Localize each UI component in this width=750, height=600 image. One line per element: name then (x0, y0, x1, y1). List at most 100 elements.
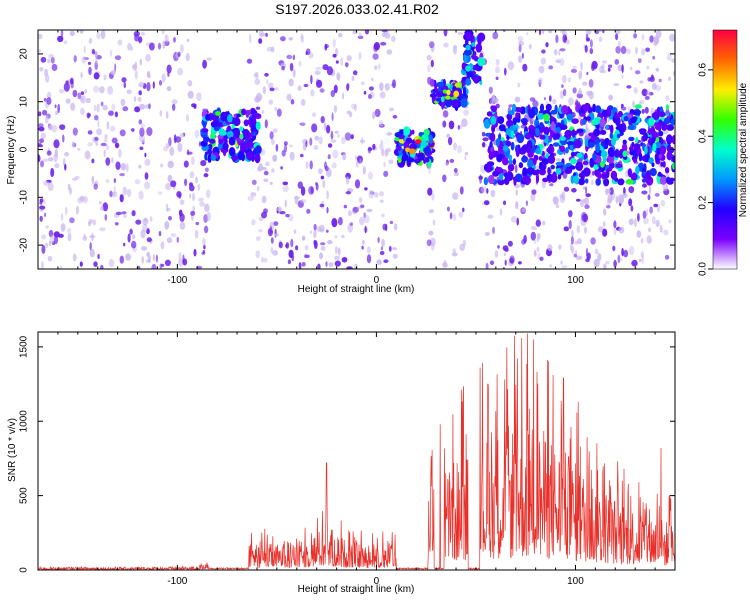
spectrogram-speckle (428, 40, 435, 48)
spectrogram-blob (246, 151, 254, 161)
spectrogram-blob (527, 159, 534, 169)
spectrogram-speckle (568, 210, 573, 218)
spectrogram-speckle (132, 234, 136, 240)
spectrogram-blob (599, 118, 606, 128)
spectrogram-speckle (605, 188, 611, 194)
x-tick-label: 0 (374, 576, 380, 587)
spectrogram-speckle (463, 109, 469, 116)
spectrogram-speckle (38, 126, 45, 132)
spectrogram-speckle (67, 232, 72, 242)
spectrogram-speckle (333, 84, 338, 94)
spectrogram-speckle (138, 81, 145, 88)
spectrogram-speckle (613, 220, 617, 229)
spectrogram-speckle (151, 263, 157, 269)
spectrogram-speckle (443, 42, 449, 48)
spectrogram-speckle (103, 149, 106, 158)
spectrogram-speckle (93, 183, 98, 190)
spectrogram-speckle (152, 253, 156, 262)
spectrogram-speckle (165, 111, 169, 119)
spectrogram-speckle (51, 124, 58, 133)
colorbar-tick-label: 0.6 (698, 62, 709, 76)
spectrogram-speckle (79, 261, 83, 267)
spectrogram-blob (542, 177, 549, 183)
spectrogram-speckle (575, 250, 577, 254)
spectrogram-speckle (380, 246, 383, 250)
spectrogram-blob (432, 88, 437, 94)
spectrogram-speckle (646, 90, 651, 96)
spectrogram-blob (614, 150, 621, 158)
spectrogram-speckle (669, 33, 675, 42)
spectrogram-speckle (94, 51, 98, 58)
spectrogram-speckle (45, 225, 49, 229)
spectrogram-speckle (601, 60, 608, 64)
spectrogram-blob (397, 145, 401, 151)
spectrogram-speckle (139, 58, 142, 66)
spectrogram-speckle (652, 55, 656, 60)
spectrogram-speckle (631, 259, 638, 267)
spectrogram-speckle (446, 206, 450, 212)
spectrogram-speckle (358, 197, 363, 203)
spectrogram-blob (401, 153, 409, 162)
spectrogram-speckle (158, 231, 162, 237)
spectrogram-speckle (525, 200, 529, 206)
x-tick-label: 100 (567, 275, 584, 286)
spectrogram-speckle (57, 103, 60, 114)
spectrogram-speckle (584, 196, 589, 206)
spectrogram-blob (585, 178, 589, 184)
spectrogram-speckle (464, 151, 469, 156)
spectrogram-speckle (341, 235, 345, 238)
spectrogram-blob (497, 116, 505, 125)
spectrogram-speckle (170, 180, 177, 188)
spectrogram-speckle (630, 205, 634, 212)
spectrogram-speckle (293, 229, 297, 234)
spectrogram-speckle (461, 118, 468, 127)
spectrogram-speckle (113, 178, 117, 183)
spectrogram-speckle (483, 200, 490, 206)
spectrogram-speckle (260, 32, 267, 37)
spectrogram-speckle (68, 187, 73, 195)
spectrogram-speckle (672, 70, 675, 77)
spectrogram-speckle (601, 63, 605, 69)
spectrogram-speckle (82, 196, 88, 203)
spectrogram-blob (505, 128, 511, 136)
spectrogram-speckle (100, 142, 107, 147)
spectrogram-blob (583, 167, 591, 177)
spectrogram-speckle (386, 49, 393, 55)
spectrogram-speckle (254, 78, 261, 85)
spectrogram-blob (658, 154, 663, 159)
spectrogram-speckle (138, 190, 144, 200)
spectrogram-speckle (283, 144, 288, 153)
spectrogram-speckle (324, 165, 329, 172)
spectrogram-speckle (364, 30, 370, 35)
spectrogram-speckle (568, 219, 572, 230)
spectrogram-speckle (113, 185, 116, 195)
spectrogram-speckle (167, 174, 173, 183)
spectrogram-speckle (59, 265, 63, 269)
spectrogram-speckle (303, 83, 309, 88)
spectrogram-speckle (332, 149, 339, 159)
spectrogram-speckle (580, 61, 583, 71)
spectrogram-speckle (334, 235, 338, 239)
spectrogram-speckle (608, 94, 613, 101)
spectrogram-speckle (603, 229, 607, 237)
spectrogram-speckle (562, 88, 567, 97)
spectrogram-speckle (521, 239, 526, 245)
spectrogram-speckle (131, 128, 135, 132)
spectrogram-blob (578, 172, 585, 178)
spectrogram-speckle (654, 37, 659, 45)
spectrogram-speckle (584, 45, 588, 53)
spectrogram-blob (435, 91, 443, 97)
spectrogram-blob (486, 161, 495, 167)
spectrogram-speckle (391, 35, 396, 43)
spectrogram-blob (651, 112, 660, 120)
spectrogram-blob (634, 143, 641, 150)
spectrogram-speckle (162, 40, 165, 50)
colorbar-tick-label: 0.2 (698, 195, 709, 209)
spectrogram-speckle (191, 192, 196, 202)
spectrogram-speckle (304, 254, 310, 259)
spectrogram-blob (666, 179, 674, 185)
spectrogram-speckle (38, 111, 42, 117)
spectrogram-speckle (576, 198, 581, 202)
spectrogram-speckle (47, 182, 54, 192)
